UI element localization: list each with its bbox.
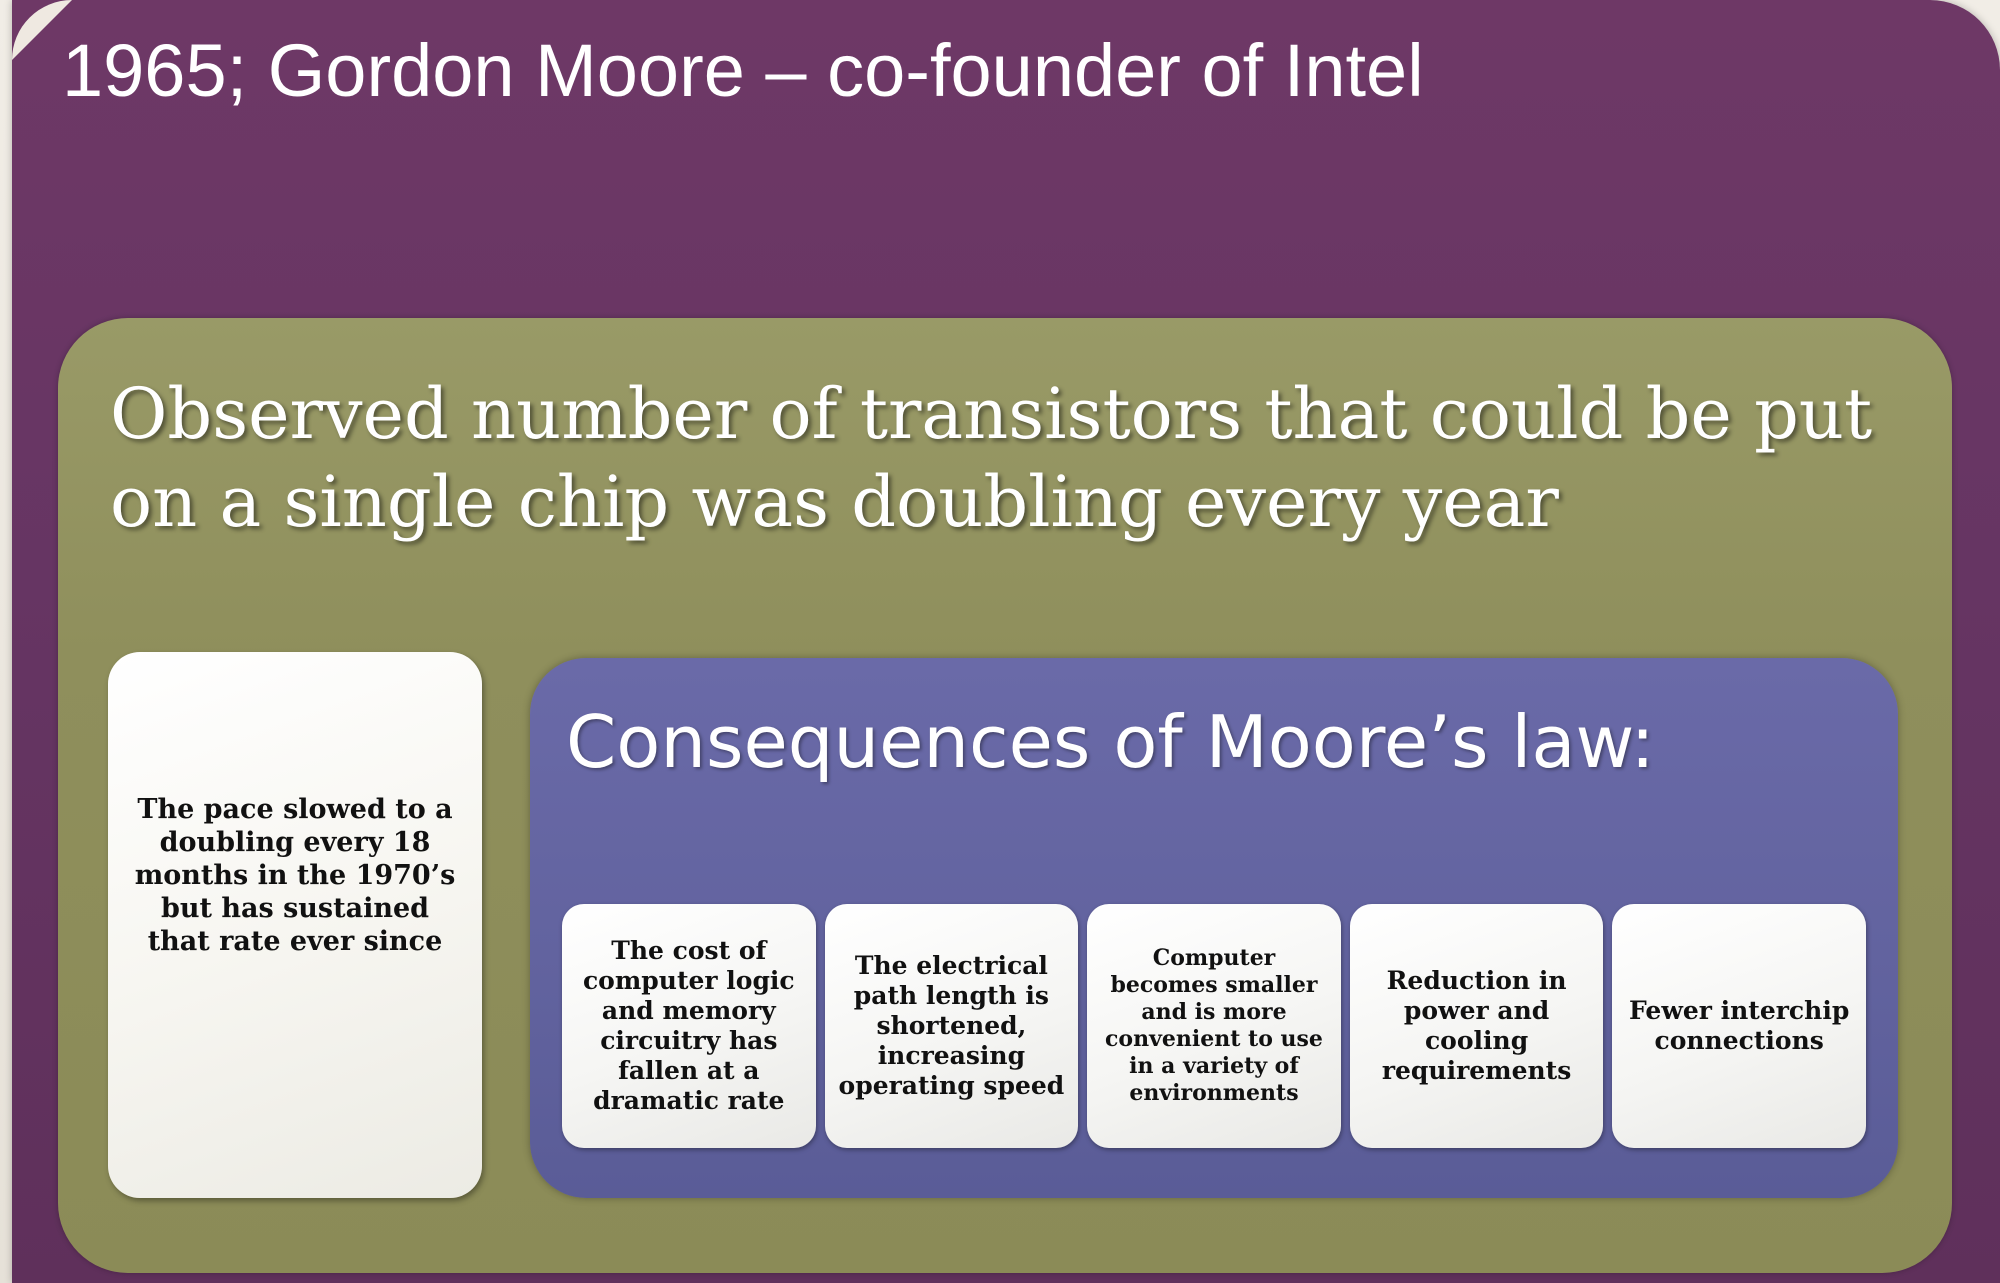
pace-note-text: The pace slowed to a doubling every 18 m… [134,793,456,957]
consequence-card-power: Reduction in power and cooling requireme… [1349,904,1604,1148]
consequence-card-connections: Fewer interchip connections [1612,904,1866,1148]
consequence-card-size: Computer becomes smaller and is more con… [1087,904,1341,1148]
consequence-text: Computer becomes smaller and is more con… [1105,945,1323,1106]
observation-text: Observed number of transistors that coul… [110,373,1873,543]
consequences-heading: Consequences of Moore’s law: [566,700,1655,784]
consequence-card-cost: The cost of computer logic and memory ci… [562,904,816,1148]
consequence-text: Fewer interchip connections [1629,996,1850,1055]
consequence-text: Reduction in power and cooling requireme… [1381,966,1572,1085]
consequences-list: The cost of computer logic and memory ci… [562,904,1866,1148]
pace-note-card: The pace slowed to a doubling every 18 m… [108,652,482,1198]
consequence-text: The cost of computer logic and memory ci… [582,936,795,1115]
consequence-text: The electrical path length is shortened,… [838,951,1065,1100]
slide-title: 1965; Gordon Moore – co-founder of Intel [62,29,1424,112]
consequence-card-speed: The electrical path length is shortened,… [824,904,1079,1148]
